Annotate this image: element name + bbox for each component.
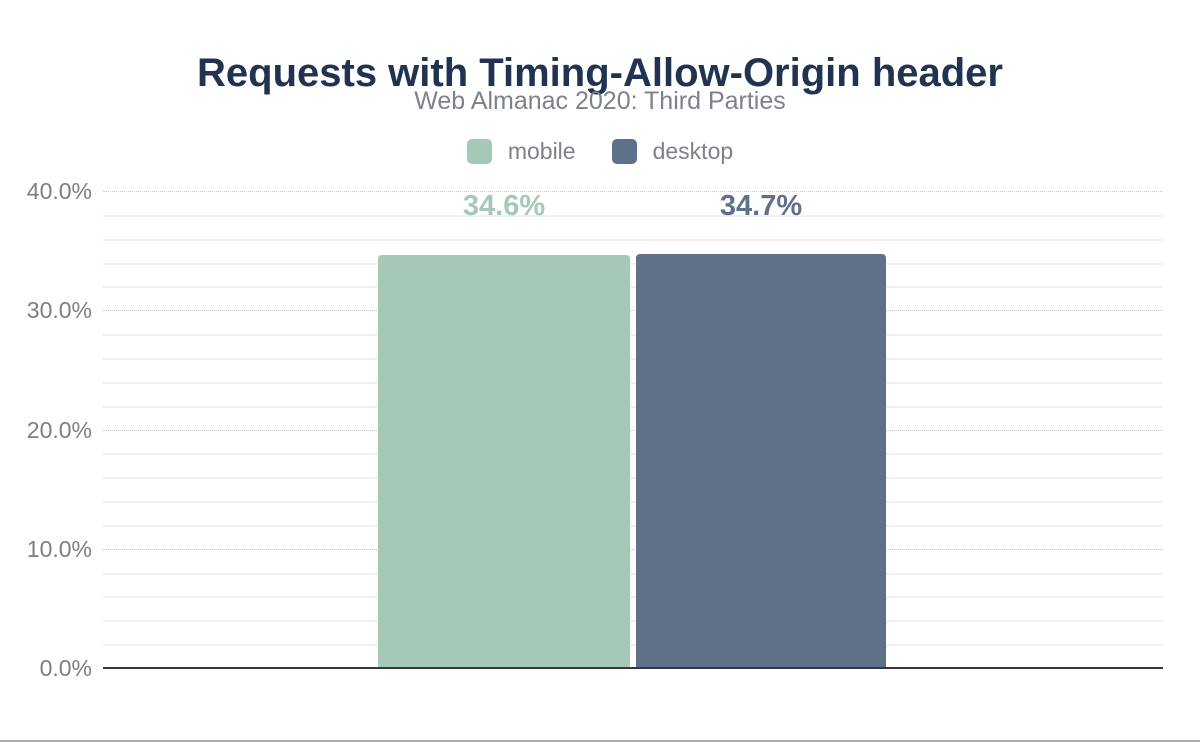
- plot-area: 34.6% 34.7%: [103, 190, 1163, 669]
- desktop-swatch-icon: [611, 139, 637, 164]
- gridline-minor: [103, 644, 1163, 647]
- gridline-minor: [103, 596, 1163, 599]
- gridline-minor: [103, 381, 1163, 384]
- gridline-minor: [103, 214, 1163, 217]
- x-axis-line: [103, 666, 1163, 669]
- gridline-minor: [103, 477, 1163, 480]
- legend-item-desktop: desktop: [611, 138, 734, 165]
- gridline-minor: [103, 238, 1163, 241]
- y-axis-labels: 0.0% 10.0% 20.0% 30.0% 40.0%: [0, 178, 92, 681]
- chart-subtitle: Web Almanac 2020: Third Parties: [414, 87, 786, 115]
- gridline-major: [103, 548, 1163, 550]
- legend-item-mobile: mobile: [466, 138, 576, 165]
- gridline-minor: [103, 501, 1163, 504]
- bar-desktop: [636, 254, 886, 668]
- legend-label-desktop: desktop: [652, 138, 734, 164]
- legend-label-mobile: mobile: [507, 138, 576, 164]
- bar-value-mobile: 34.6%: [462, 190, 546, 222]
- gridline-minor: [103, 405, 1163, 408]
- y-tick-label: 10.0%: [26, 535, 92, 562]
- gridline-minor: [103, 453, 1163, 456]
- gridline-major: [103, 310, 1163, 312]
- y-tick-label: 30.0%: [26, 297, 92, 324]
- chart-title: Requests with Timing-Allow-Origin header: [197, 50, 1003, 95]
- bar-mobile: [378, 255, 630, 668]
- y-tick-label: 0.0%: [39, 655, 92, 681]
- mobile-swatch-icon: [466, 139, 492, 164]
- legend: mobile desktop: [0, 138, 1200, 165]
- gridline-minor: [103, 334, 1163, 337]
- bottom-border: [0, 740, 1200, 742]
- bar-value-desktop: 34.7%: [719, 190, 803, 222]
- gridline-minor: [103, 286, 1163, 289]
- y-tick-label: 20.0%: [26, 416, 92, 443]
- gridline-minor: [103, 357, 1163, 360]
- gridline-minor: [103, 524, 1163, 527]
- gridline-minor: [103, 620, 1163, 623]
- gridline-minor: [103, 262, 1163, 265]
- gridline-major: [103, 191, 1163, 192]
- gridline-minor: [103, 572, 1163, 575]
- gridline-major: [103, 429, 1163, 431]
- y-tick-label: 40.0%: [26, 178, 92, 204]
